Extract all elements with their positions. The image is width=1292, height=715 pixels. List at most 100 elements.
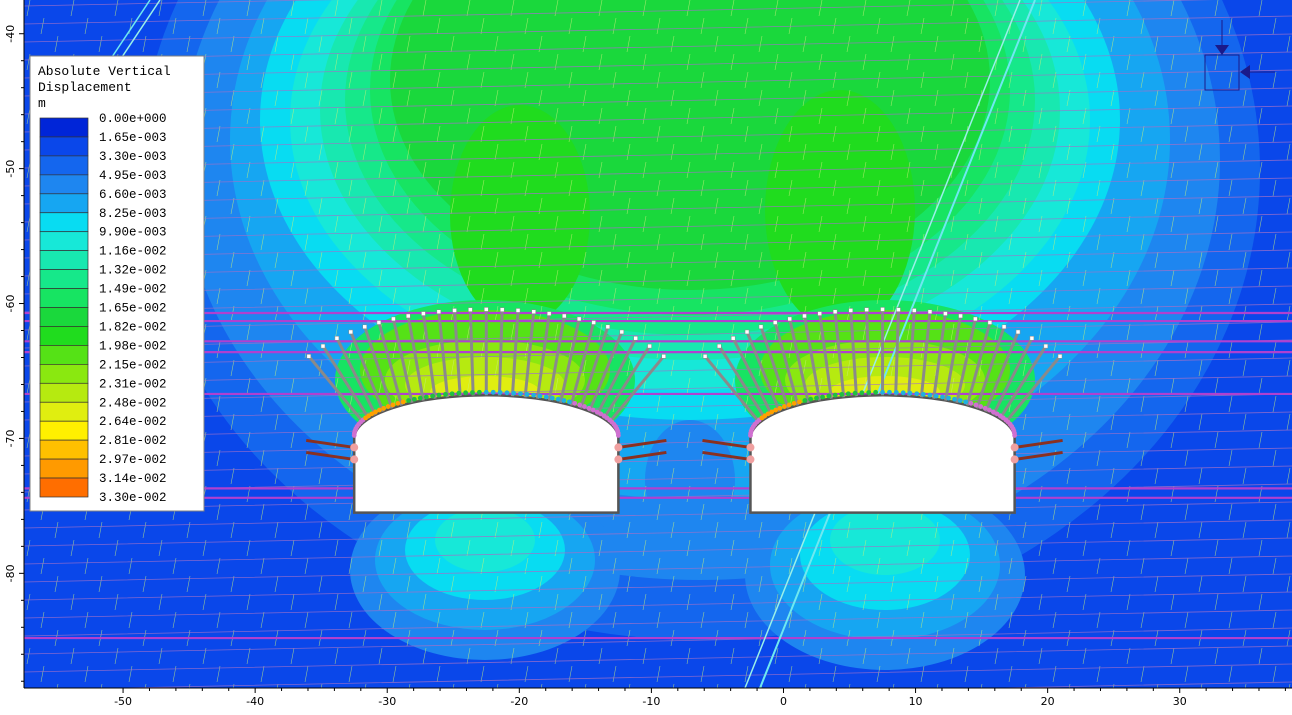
liner-element	[406, 398, 412, 403]
contour-band	[830, 505, 940, 575]
legend-swatch	[39, 458, 89, 479]
y-axis-strip	[0, 0, 24, 688]
x-tick-label: -30	[378, 695, 396, 708]
side-anchor	[618, 438, 667, 449]
rock-bolt	[595, 337, 638, 416]
legend-level-label: 1.32e-002	[99, 264, 167, 278]
rock-bolt	[535, 313, 551, 399]
rock-bolt	[497, 309, 504, 396]
side-anchor	[1014, 438, 1063, 449]
rock-bolt	[559, 318, 581, 404]
liner-element	[511, 390, 517, 396]
liner-element	[518, 391, 523, 397]
liner-element	[968, 400, 974, 406]
liner-element	[978, 404, 984, 409]
liner-element	[797, 399, 802, 405]
legend-swatch	[39, 288, 89, 308]
legend-swatch	[39, 174, 89, 195]
rock-bolt	[335, 337, 377, 416]
bolt-end	[1057, 354, 1063, 359]
legend-level-label: 2.48e-002	[99, 396, 167, 410]
fault-line	[109, 0, 151, 61]
liner-element	[423, 394, 429, 400]
liner-element	[940, 394, 945, 400]
bolt-end	[484, 307, 489, 312]
liner-element	[982, 405, 988, 411]
legend-level-label: 1.65e-002	[99, 302, 167, 316]
rock-bolt	[984, 331, 1020, 413]
bedding-planes	[24, 311, 1292, 640]
liner-element	[963, 399, 969, 405]
liner-element	[443, 391, 448, 397]
legend-level-label: 3.14e-002	[99, 472, 167, 486]
rock-bolt	[745, 331, 781, 413]
rock-bolt	[865, 309, 871, 396]
liner-element	[561, 398, 567, 403]
bolt-end	[912, 308, 917, 313]
legend-swatch	[39, 420, 89, 441]
liner-element	[385, 404, 391, 409]
legend-swatch	[39, 345, 89, 365]
liner-element	[577, 402, 583, 408]
fault-line	[119, 0, 161, 61]
bolt-end	[958, 313, 963, 319]
legend: Absolute Vertical Displacement m 0.00e+0…	[29, 55, 205, 512]
legend-level-label: 2.31e-002	[99, 377, 167, 391]
legend-swatches	[39, 117, 89, 498]
liner-element	[567, 399, 572, 405]
bolt-end	[362, 324, 367, 330]
liner-element	[880, 389, 885, 395]
x-tick-label: -50	[114, 695, 132, 708]
liner-element	[765, 411, 771, 417]
liner-element	[449, 391, 455, 397]
bolt-end	[1043, 343, 1049, 349]
rock-bolt	[998, 345, 1048, 420]
rock-bolt	[391, 318, 414, 404]
liner-element	[893, 390, 899, 395]
rock-bolt	[363, 326, 394, 409]
y-axis-ticks: -40 -50 -60 -70 -80	[4, 25, 24, 682]
liner-element	[590, 407, 596, 413]
liner-element	[582, 404, 587, 409]
liner-element	[845, 391, 851, 397]
liner-element	[777, 405, 783, 411]
legend-level-label: 6.60e-003	[99, 188, 167, 202]
y-tick-label: -70	[4, 429, 17, 447]
bolt-end	[1015, 329, 1021, 335]
legend-swatch	[39, 250, 89, 270]
bolt-end	[391, 316, 396, 322]
y-tick-label: -50	[4, 160, 17, 178]
bolt-end	[531, 309, 536, 314]
bolt-end	[730, 335, 736, 341]
joint-lines	[24, 0, 1292, 688]
anchor-plate	[614, 455, 623, 464]
legend-title-line-2: Displacement	[38, 80, 132, 95]
rock-bolt	[453, 310, 462, 397]
legend-level-label: 8.25e-003	[99, 207, 167, 221]
side-anchor	[618, 450, 667, 461]
rock-bolt	[965, 322, 992, 406]
liner-element	[927, 392, 933, 398]
x-tick-label: -10	[642, 695, 660, 708]
side-anchor	[702, 450, 751, 461]
liner-element	[436, 392, 442, 398]
rock-bolt	[894, 309, 900, 396]
liner-element	[594, 409, 600, 415]
contour-band	[765, 90, 915, 330]
horizontal-arrow-head	[1240, 65, 1250, 79]
anchor-plate	[746, 455, 755, 464]
y-tick-label: -40	[4, 25, 17, 43]
liner-element	[933, 393, 939, 399]
bolt-end	[421, 311, 426, 316]
bolt-end	[452, 308, 457, 313]
bolt-end	[376, 320, 382, 325]
liner-element	[400, 399, 406, 405]
rock-bolt	[587, 331, 624, 413]
liner-element	[549, 395, 555, 401]
liner-element	[504, 390, 510, 396]
liner-element	[531, 392, 537, 398]
liner-element	[769, 409, 775, 415]
liner-element	[946, 395, 951, 401]
liner-element	[377, 407, 382, 413]
